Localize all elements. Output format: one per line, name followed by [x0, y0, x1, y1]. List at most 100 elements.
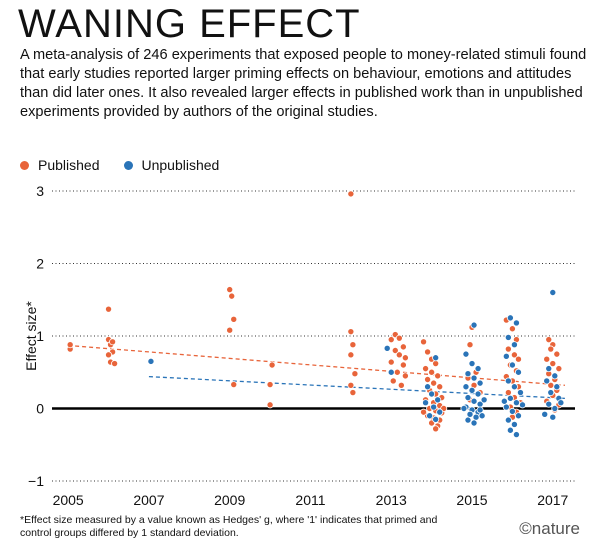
point-unpublished — [512, 319, 520, 327]
footnote: *Effect size measured by a value known a… — [20, 514, 438, 539]
point-unpublished — [434, 396, 442, 404]
point-unpublished — [510, 383, 518, 391]
point-published — [424, 348, 432, 356]
point-unpublished — [422, 399, 430, 407]
point-published — [549, 360, 557, 368]
point-unpublished — [506, 394, 514, 402]
point-unpublished — [508, 407, 516, 415]
nature-credit: ©nature — [519, 519, 580, 538]
x-tick-label: 2009 — [214, 492, 245, 508]
point-published — [399, 361, 407, 369]
point-published — [230, 381, 238, 389]
trend-line-published — [68, 344, 565, 386]
point-unpublished — [466, 410, 474, 418]
point-unpublished — [551, 404, 559, 412]
point-unpublished — [543, 377, 551, 385]
point-published — [430, 379, 438, 387]
point-published — [553, 350, 561, 358]
point-unpublished — [383, 344, 391, 352]
point-unpublished — [514, 368, 522, 376]
point-published — [387, 358, 395, 366]
point-published — [424, 375, 432, 383]
point-unpublished — [545, 400, 553, 408]
point-unpublished — [512, 431, 520, 439]
point-unpublished — [468, 386, 476, 394]
point-published — [432, 360, 440, 368]
point-published — [504, 389, 512, 397]
point-unpublished — [470, 397, 478, 405]
point-unpublished — [474, 390, 482, 398]
point-unpublished — [476, 406, 484, 414]
chart-title: WANING EFFECT — [18, 2, 361, 46]
point-published — [395, 351, 403, 359]
y-tick-label: 2 — [36, 256, 44, 272]
point-unpublished — [504, 333, 512, 341]
unpublished-dot-icon — [123, 160, 133, 170]
point-unpublished — [470, 374, 478, 382]
point-unpublished — [504, 416, 512, 424]
point-published — [555, 365, 563, 373]
point-published — [349, 341, 357, 349]
point-unpublished — [506, 426, 514, 434]
point-published — [111, 360, 119, 368]
point-published — [428, 368, 436, 376]
point-published — [399, 343, 407, 351]
legend-item-published: Published — [20, 157, 100, 173]
x-tick-label: 2013 — [376, 492, 407, 508]
chart-subtitle: A meta-analysis of 246 experiments that … — [20, 47, 587, 120]
published-dot-icon — [20, 160, 29, 170]
point-unpublished — [472, 413, 480, 421]
point-unpublished — [468, 360, 476, 368]
point-unpublished — [460, 404, 468, 412]
point-unpublished — [436, 408, 444, 416]
point-published — [420, 338, 428, 346]
point-unpublished — [512, 399, 520, 407]
point-published — [510, 351, 518, 359]
point-published — [389, 377, 397, 385]
x-tick-label: 2007 — [133, 492, 164, 508]
point-unpublished — [470, 419, 478, 427]
point-unpublished — [478, 412, 486, 420]
point-published — [347, 328, 355, 336]
point-published — [226, 326, 234, 334]
point-published — [266, 401, 274, 409]
point-published — [397, 381, 405, 389]
point-unpublished — [545, 365, 553, 373]
point-published — [347, 190, 355, 198]
point-unpublished — [470, 321, 478, 329]
point-unpublished — [510, 420, 518, 428]
x-tick-label: 2017 — [537, 492, 568, 508]
point-unpublished — [426, 412, 434, 420]
point-published — [466, 341, 474, 349]
point-unpublished — [541, 410, 549, 418]
point-published — [66, 341, 74, 349]
y-tick-label: 0 — [36, 401, 44, 417]
scatter-chart: −1 0 1 2 3 2005 2007 2009 2011 2013 2015 2017 Effe… — [23, 183, 575, 508]
point-published — [347, 381, 355, 389]
point-published — [230, 315, 238, 323]
point-published — [226, 286, 234, 294]
point-unpublished — [514, 412, 522, 420]
point-published — [105, 351, 113, 359]
point-published — [395, 334, 403, 342]
grid-lines — [52, 190, 575, 482]
point-unpublished — [387, 368, 395, 376]
point-published — [347, 351, 355, 359]
x-tick-labels: 2005 2007 2009 2011 2013 2015 2017 — [53, 492, 569, 508]
legend-label-unpublished: Unpublished — [141, 157, 220, 173]
point-unpublished — [476, 379, 484, 387]
point-unpublished — [464, 394, 472, 402]
point-published — [547, 345, 555, 353]
point-published — [504, 345, 512, 353]
point-unpublished — [462, 350, 470, 358]
point-published — [351, 370, 359, 378]
point-published — [105, 305, 113, 313]
point-unpublished — [474, 365, 482, 373]
point-published — [436, 383, 444, 391]
point-published — [420, 408, 428, 416]
x-tick-label: 2005 — [53, 492, 84, 508]
x-tick-label: 2015 — [456, 492, 487, 508]
point-unpublished — [504, 377, 512, 385]
data-points — [66, 190, 565, 439]
point-published — [387, 336, 395, 344]
